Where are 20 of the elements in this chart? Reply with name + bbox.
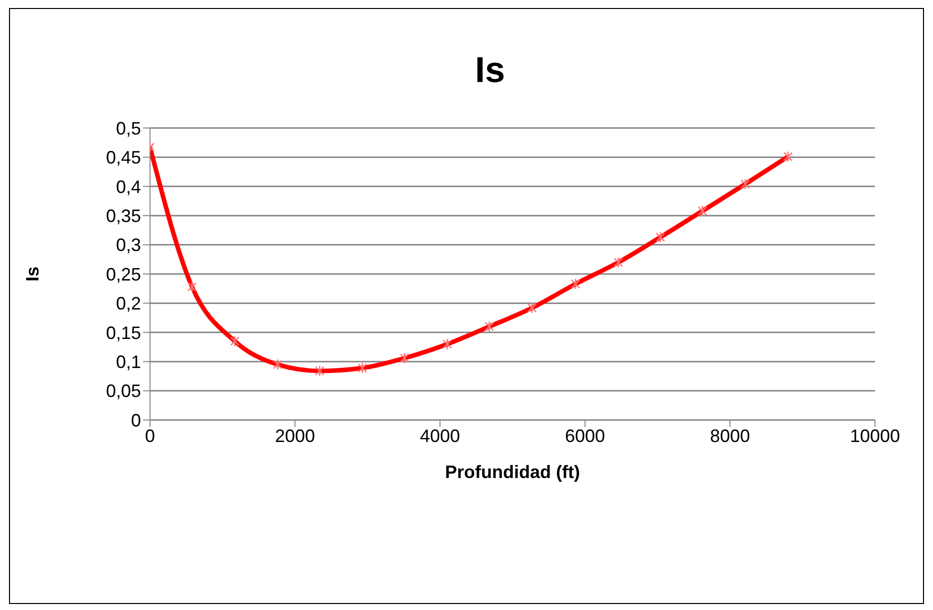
- y-tick-label: 0,25: [106, 264, 141, 284]
- y-tick-label: 0,45: [106, 148, 141, 168]
- x-axis-title: Profundidad (ft): [445, 462, 580, 482]
- x-tick-label: 8000: [710, 426, 750, 446]
- chart-title: Is: [474, 49, 506, 91]
- y-axis-title: Is: [22, 266, 42, 282]
- x-tick-label: 0: [144, 426, 156, 446]
- y-tick-label: 0,1: [116, 352, 141, 372]
- y-tick-label: 0,15: [106, 322, 141, 343]
- y-tick-label: 0,3: [116, 235, 141, 256]
- x-tick-label: 6000: [564, 426, 606, 446]
- y-tick-label: 0,2: [116, 294, 141, 314]
- y-tick-label: 0,05: [106, 381, 141, 402]
- x-tick-label: 4000: [420, 426, 460, 446]
- y-tick-label: 0: [130, 410, 141, 430]
- y-tick-label: 0,35: [106, 206, 141, 226]
- x-tick-label: 2000: [274, 426, 316, 446]
- y-tick-label: 0,4: [116, 176, 141, 197]
- y-tick-label: 0,5: [116, 118, 141, 138]
- x-tick-label: 10000: [850, 426, 900, 446]
